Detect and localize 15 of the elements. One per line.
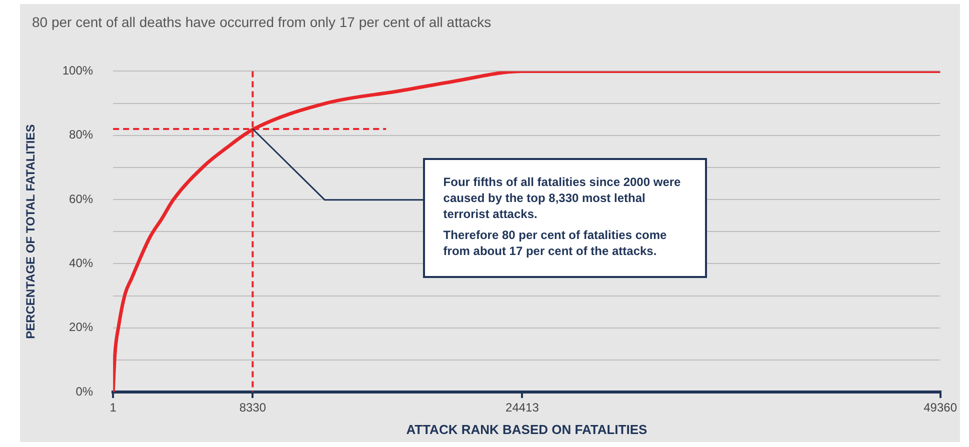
x-tick-label: 49360 [924,400,958,415]
y-tick-label: 60% [69,192,94,206]
chart-title: 80 per cent of all deaths have occurred from only 17 per cent of all attacks [32,14,492,30]
y-tick-label: 20% [69,320,94,334]
y-tick-label: 80% [69,128,94,142]
callout-box: Four fifths of all fatalities since 2000 were caused by the top 8,330 most lethal terrorist attacks. Therefore 80 per cent of fatalities come from about 17 per cent of the attacks. [423,158,708,278]
x-tick-label: 8330 [239,400,266,415]
y-tick-label: 100% [62,64,94,78]
y-axis-title: PERCENTAGE OF TOTAL FATALITIES [24,124,38,339]
y-tick-label: 40% [69,256,94,270]
y-tick-label: 0% [76,384,94,398]
x-tick-label: 1 [110,400,117,415]
x-tick-label: 24413 [506,400,540,415]
annotation: Four fifths of all fatalities since 2000 were caused by the top 8,330 most lethal terrorist attacks. Therefore 80 per cent of fatalities come from about 17 per cent of the attacks. [443,174,682,259]
x-axis-title: ATTACK RANK BASED ON FATALITIES [406,422,648,437]
